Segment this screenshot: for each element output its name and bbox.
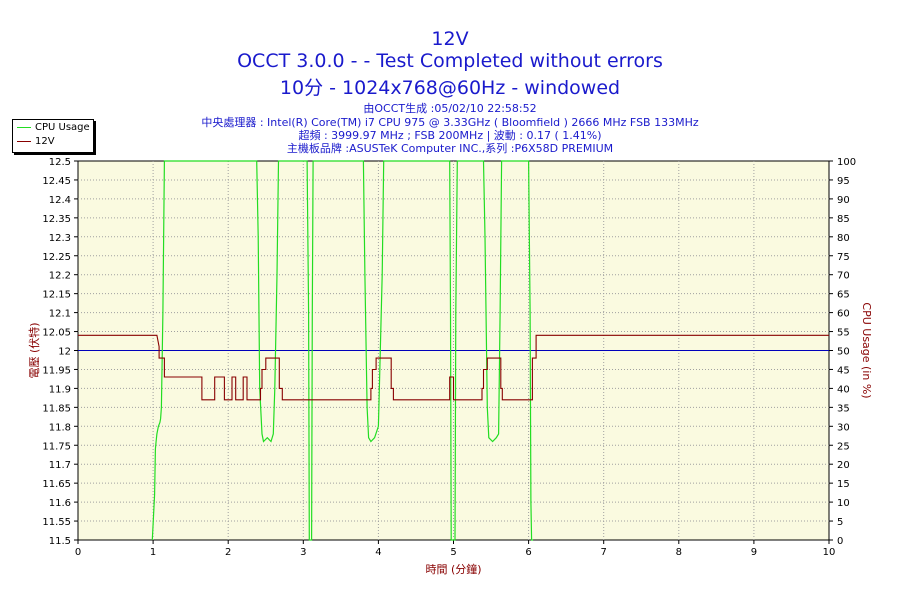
x-tick-label: 9 xyxy=(751,547,757,558)
y-left-tick-label: 11.5 xyxy=(49,536,71,547)
y-left-tick-label: 11.9 xyxy=(49,384,71,395)
y-left-tick-label: 12.5 xyxy=(49,157,71,168)
y-right-tick-label: 35 xyxy=(837,403,850,414)
legend-swatch-12v xyxy=(17,140,31,142)
legend-item-cpu-usage: CPU Usage xyxy=(17,122,90,136)
y-right-tick-label: 100 xyxy=(837,157,856,168)
y-right-tick-label: 50 xyxy=(837,347,850,358)
y-right-tick-label: 65 xyxy=(837,290,850,301)
legend-swatch-cpu-usage xyxy=(17,126,31,128)
x-tick-label: 2 xyxy=(225,547,231,558)
y-right-tick-label: 5 xyxy=(837,517,843,528)
info-generated-line: 由OCCT生成 :05/02/10 22:58:52 xyxy=(363,102,537,115)
legend-label-12v: 12V xyxy=(35,136,55,147)
x-tick-label: 10 xyxy=(823,547,836,558)
y-right-tick-label: 75 xyxy=(837,252,850,263)
y-right-tick-label: 80 xyxy=(837,233,850,244)
x-tick-label: 5 xyxy=(450,547,456,558)
series-line-12v xyxy=(78,334,829,401)
y-left-tick-label: 12.05 xyxy=(42,328,71,339)
x-tick-label: 7 xyxy=(601,547,607,558)
y-right-tick-label: 10 xyxy=(837,498,850,509)
y-left-tick-label: 12.3 xyxy=(49,233,71,244)
y-left-tick-label: 11.75 xyxy=(42,441,71,452)
x-tick-label: 0 xyxy=(75,547,81,558)
y-left-tick-label: 12.1 xyxy=(49,309,71,320)
y-left-tick-label: 11.8 xyxy=(49,422,71,433)
x-tick-label: 1 xyxy=(150,547,156,558)
x-tick-label: 6 xyxy=(525,547,531,558)
y-left-tick-label: 11.7 xyxy=(49,460,71,471)
info-overclock-line: 超頻 : 3999.97 MHz ; FSB 200MHz | 波動 : 0.1… xyxy=(298,129,602,142)
y-left-tick-label: 12 xyxy=(58,347,71,358)
y-right-tick-label: 45 xyxy=(837,365,850,376)
y-left-tick-label: 11.6 xyxy=(49,498,71,509)
y-left-tick-label: 11.65 xyxy=(42,479,71,490)
y-right-tick-label: 60 xyxy=(837,309,850,320)
x-tick-label: 4 xyxy=(375,547,381,558)
y-right-tick-label: 30 xyxy=(837,422,850,433)
y-left-tick-label: 11.85 xyxy=(42,403,71,414)
info-cpu-line: 中央處理器 : Intel(R) Core(TM) i7 CPU 975 @ 3… xyxy=(201,116,699,129)
x-axis-label: 時間 (分鐘) xyxy=(425,562,481,576)
y-axis-label-left: 電壓 (伏特) xyxy=(27,322,41,378)
y-right-tick-label: 95 xyxy=(837,176,850,187)
y-left-tick-label: 12.35 xyxy=(42,214,71,225)
y-right-tick-label: 85 xyxy=(837,214,850,225)
y-left-tick-label: 11.95 xyxy=(42,365,71,376)
y-left-tick-label: 12.25 xyxy=(42,252,71,263)
y-right-tick-label: 0 xyxy=(837,536,843,547)
y-left-tick-label: 12.45 xyxy=(42,176,71,187)
series-line-cpu-usage xyxy=(151,160,534,541)
y-right-tick-label: 25 xyxy=(837,441,850,452)
y-left-tick-label: 12.4 xyxy=(49,195,71,206)
y-left-tick-label: 12.2 xyxy=(49,271,71,282)
legend: CPU Usage 12V xyxy=(12,119,94,153)
y-left-tick-label: 11.55 xyxy=(42,517,71,528)
x-tick-label: 8 xyxy=(676,547,682,558)
y-right-tick-label: 55 xyxy=(837,328,850,339)
legend-label-cpu-usage: CPU Usage xyxy=(35,122,90,133)
y-axis-label-right: CPU Usage (in %) xyxy=(860,302,873,398)
y-right-tick-label: 70 xyxy=(837,271,850,282)
y-left-tick-label: 12.15 xyxy=(42,290,71,301)
y-right-tick-label: 20 xyxy=(837,460,850,471)
info-motherboard-line: 主機板品牌 :ASUSTeK Computer INC.,系列 :P6X58D … xyxy=(286,142,614,155)
y-right-tick-label: 90 xyxy=(837,195,850,206)
y-right-tick-label: 15 xyxy=(837,479,850,490)
chart-subtitle-duration: 10分 - 1024x768@60Hz - windowed xyxy=(279,77,621,99)
chart-subtitle-test-status: OCCT 3.0.0 - - Test Completed without er… xyxy=(237,50,663,72)
chart-title: 12V xyxy=(431,28,469,50)
x-tick-label: 3 xyxy=(300,547,306,558)
y-right-tick-label: 40 xyxy=(837,384,850,395)
legend-item-12v: 12V xyxy=(17,136,55,150)
